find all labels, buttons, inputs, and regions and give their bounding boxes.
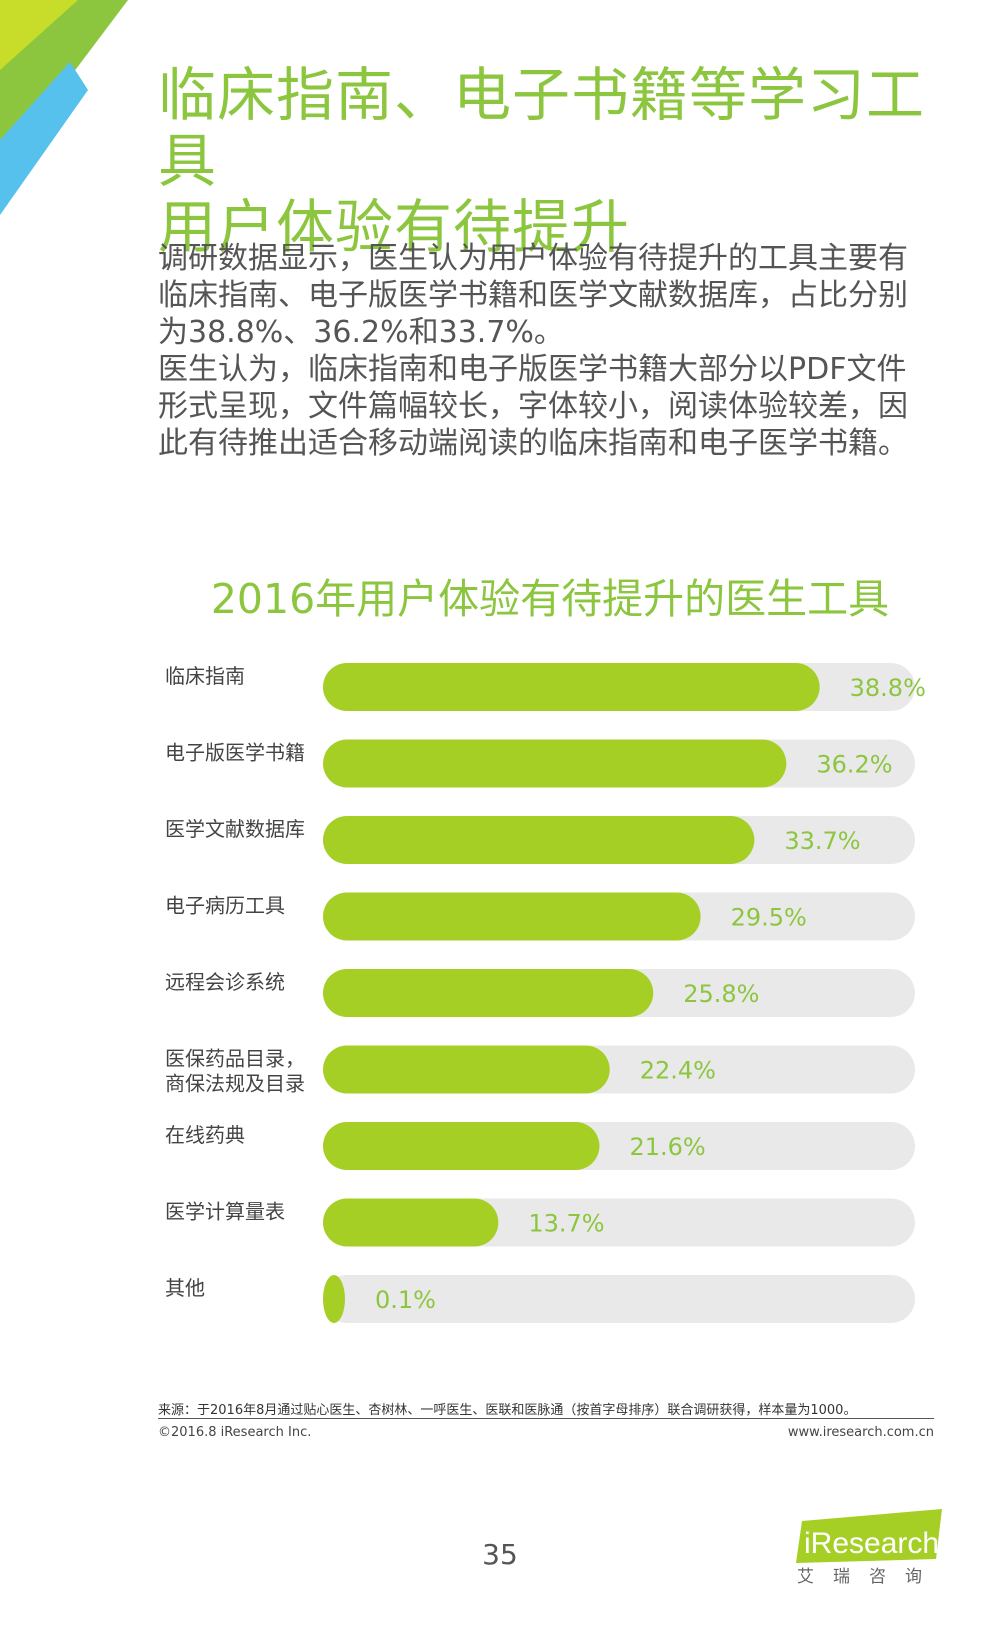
category-label: 临床指南	[165, 664, 245, 688]
intro-text: 调研数据显示，医生认为用户体验有待提升的工具主要有临床指南、电子版医学书籍和医学…	[158, 240, 928, 462]
bar	[323, 1198, 499, 1247]
website-link[interactable]: www.iresearch.com.cn	[787, 1425, 934, 1440]
value-label: 0.1%	[375, 1286, 436, 1314]
category-label: 其他	[165, 1276, 205, 1300]
bar-track	[323, 1275, 915, 1323]
title-line-2: 用户体验有待提升	[158, 193, 631, 261]
page-number: 35	[482, 1538, 518, 1571]
value-label: 21.6%	[629, 1133, 705, 1161]
paragraph-2: 医生认为，临床指南和电子版医学书籍大部分以PDF文件形式呈现，文件篇幅较长，字体…	[158, 352, 908, 461]
chart-title: 2016年用户体验有待提升的医生工具	[210, 575, 890, 623]
bar	[323, 816, 755, 864]
source-note: 来源：于2016年8月通过贴心医生、杏树林、一呼医生、医联和医脉通（按首字母排序…	[158, 1403, 857, 1418]
category-label: 在线药典	[165, 1123, 245, 1147]
logo-subtitle: 艾瑞咨询	[797, 1567, 941, 1587]
value-label: 33.7%	[784, 827, 860, 855]
page-title: 临床指南、电子书籍等学习工具 用户体验有待提升	[158, 62, 958, 260]
value-label: 25.8%	[683, 980, 759, 1008]
category-label-line: 医保药品目录，	[165, 1047, 305, 1071]
bar	[323, 892, 701, 941]
category-label: 医学文献数据库	[165, 817, 305, 841]
bar	[323, 1045, 610, 1094]
category-label: 电子版医学书籍	[165, 741, 305, 765]
corner-blue-shape	[0, 62, 88, 215]
value-label: 36.2%	[816, 751, 892, 779]
category-label: 医保药品目录，商保法规及目录	[165, 1047, 305, 1096]
category-label: 电子病历工具	[165, 894, 285, 918]
title-line-1: 临床指南、电子书籍等学习工具	[158, 61, 926, 195]
logo-text: iResearch	[804, 1527, 939, 1560]
corner-decoration	[0, 0, 128, 215]
category-label-line: 商保法规及目录	[165, 1072, 305, 1096]
value-label: 13.7%	[528, 1210, 604, 1238]
category-label: 远程会诊系统	[165, 970, 285, 994]
value-label: 38.8%	[850, 674, 926, 702]
value-label: 29.5%	[731, 904, 807, 932]
bar	[323, 739, 787, 788]
bar	[323, 969, 654, 1017]
category-label: 医学计算量表	[165, 1200, 285, 1224]
bar-chart: 临床指南 38.8% 电子版医学书籍 36.2% 医学文献数据库 33.7% 电子病历工具 2…	[165, 663, 926, 1323]
iresearch-logo: iResearch	[796, 1509, 942, 1563]
bar	[323, 1122, 600, 1170]
bar	[323, 1275, 345, 1323]
value-label: 22.4%	[640, 1057, 716, 1085]
bar	[323, 663, 820, 711]
copyright: ©2016.8 iResearch Inc.	[158, 1425, 312, 1440]
paragraph-1: 调研数据显示，医生认为用户体验有待提升的工具主要有临床指南、电子版医学书籍和医学…	[158, 241, 908, 350]
footer-divider	[158, 1418, 934, 1419]
